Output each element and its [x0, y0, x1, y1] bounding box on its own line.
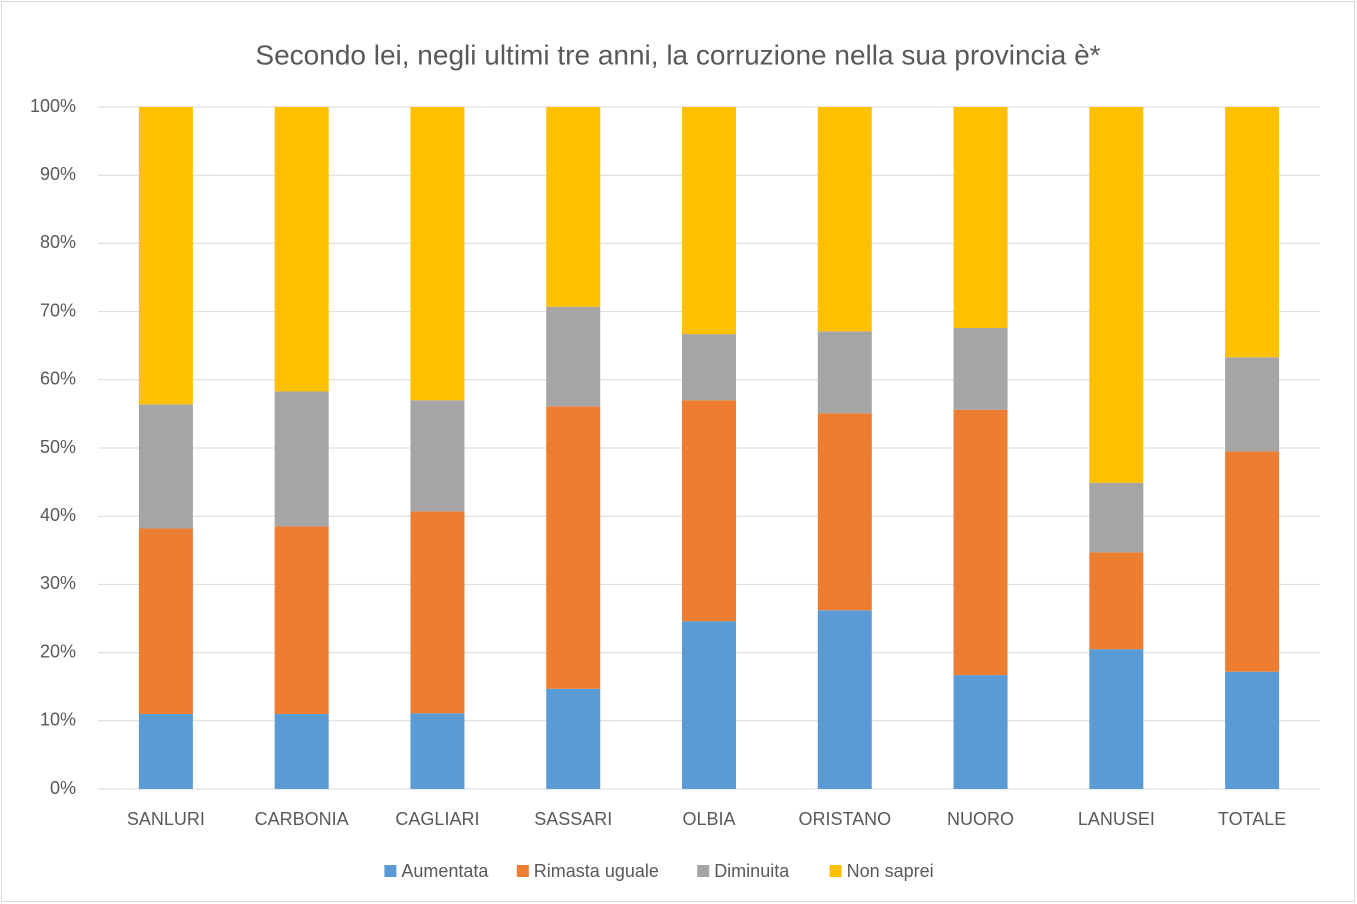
y-tick-label: 0%: [50, 778, 76, 798]
y-tick-label: 50%: [40, 437, 76, 457]
legend-label: Non saprei: [847, 861, 934, 881]
bar-segment: [817, 413, 872, 611]
legend-label: Diminuita: [714, 861, 790, 881]
bar-segment: [1089, 649, 1144, 789]
x-tick-label: CAGLIARI: [395, 809, 479, 829]
bar-segment: [682, 621, 736, 789]
x-tick-label: CARBONIA: [255, 809, 349, 829]
y-tick-label: 80%: [40, 232, 76, 252]
bar-segment: [546, 688, 601, 789]
bar-segment: [1225, 107, 1280, 358]
bar-segment: [953, 409, 1008, 676]
legend-swatch: [516, 865, 529, 877]
bar-segment: [274, 391, 329, 527]
y-tick-label: 10%: [40, 710, 76, 730]
y-tick-label: 20%: [40, 641, 76, 661]
bar-segment: [410, 107, 465, 401]
bar-segment: [138, 528, 193, 714]
bar-segment: [138, 713, 193, 789]
legend-label: Rimasta uguale: [534, 861, 659, 881]
bar-segment: [1089, 107, 1144, 483]
x-tick-label: OLBIA: [682, 809, 735, 829]
bar-segment: [274, 526, 329, 714]
bar-segment: [682, 107, 736, 335]
legend-swatch: [384, 865, 397, 877]
bar-segment: [274, 713, 329, 789]
bar-segment: [953, 327, 1008, 410]
y-tick-label: 40%: [40, 505, 76, 525]
bar-segment: [953, 107, 1008, 328]
y-tick-label: 60%: [40, 369, 76, 389]
x-tick-label: NUORO: [947, 809, 1014, 829]
bar-segment: [546, 306, 601, 407]
x-tick-label: LANUSEI: [1078, 809, 1155, 829]
bar-segment: [410, 400, 465, 512]
bar-segment: [410, 713, 465, 789]
bar-segment: [546, 107, 601, 307]
bar-segment: [817, 610, 872, 789]
bar-segment: [138, 107, 193, 405]
bar-segment: [953, 675, 1008, 789]
y-tick-label: 70%: [40, 300, 76, 320]
bar-segment: [410, 511, 465, 714]
y-tick-label: 100%: [30, 96, 76, 116]
bar-segment: [274, 107, 329, 392]
bar-segment: [1225, 671, 1280, 789]
bar-segment: [138, 404, 193, 529]
x-tick-label: ORISTANO: [798, 809, 891, 829]
bar-segment: [546, 406, 601, 689]
x-tick-label: TOTALE: [1218, 809, 1286, 829]
bar-segment: [1225, 357, 1280, 452]
bar-segment: [817, 331, 872, 414]
bar-segment: [682, 334, 736, 401]
bar-segment: [817, 107, 872, 332]
y-tick-label: 30%: [40, 573, 76, 593]
bar-segment: [1089, 482, 1144, 553]
legend-swatch: [697, 865, 710, 877]
bar-segment: [1225, 451, 1280, 672]
bar-segment: [682, 400, 736, 622]
x-tick-label: SANLURI: [127, 809, 205, 829]
legend-swatch: [829, 865, 842, 877]
x-tick-label: SASSARI: [534, 809, 612, 829]
chart-title: Secondo lei, negli ultimi tre anni, la c…: [255, 39, 1100, 70]
bar-segment: [1089, 552, 1144, 650]
legend-label: Aumentata: [401, 861, 489, 881]
y-tick-label: 90%: [40, 164, 76, 184]
